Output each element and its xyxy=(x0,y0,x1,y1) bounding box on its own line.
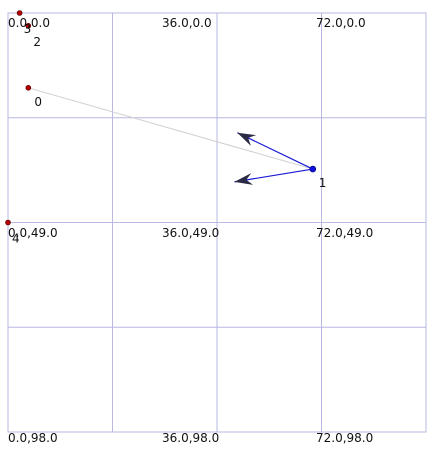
coordinate-label: 0.0,98.0 xyxy=(8,431,58,445)
node-3-label: 3 xyxy=(24,22,32,36)
coordinate-label: 72.0,98.0 xyxy=(316,431,373,445)
node-4-label: 4 xyxy=(12,232,20,246)
node-layer: 0 1 23 4 xyxy=(5,10,327,246)
node-1-label: 1 xyxy=(319,176,327,190)
arrow-head-icon xyxy=(234,173,254,185)
node-4-marker[interactable] xyxy=(5,219,11,226)
coordinate-label: 36.0,0.0 xyxy=(162,16,212,30)
coordinate-labels: 0.0,0.0 36.0,0.0 72.0,0.0 0.0,49.0 36.0,49.0… xyxy=(8,16,373,445)
arrow-layer xyxy=(234,132,314,185)
path-line xyxy=(28,87,313,170)
velocity-arrow xyxy=(234,168,313,183)
coordinate-label: 0.0,49.0 xyxy=(8,226,58,240)
node-0-label: 0 xyxy=(34,95,42,109)
node-1-marker[interactable] xyxy=(309,165,317,173)
node-0-marker[interactable] xyxy=(25,85,32,91)
coordinate-label: 36.0,98.0 xyxy=(162,431,219,445)
velocity-arrow xyxy=(237,132,314,170)
node-2-marker[interactable] xyxy=(25,23,32,29)
path-layer xyxy=(28,87,313,170)
coordinate-label: 36.0,49.0 xyxy=(162,226,219,240)
coordinate-label: 72.0,0.0 xyxy=(316,16,366,30)
node-3-marker[interactable] xyxy=(16,10,23,16)
coordinate-label: 0.0,0.0 xyxy=(8,16,50,30)
node-2-label: 2 xyxy=(33,35,41,49)
grid xyxy=(7,12,427,433)
arrow-head-icon xyxy=(237,132,257,146)
coordinate-label: 72.0,49.0 xyxy=(316,226,373,240)
